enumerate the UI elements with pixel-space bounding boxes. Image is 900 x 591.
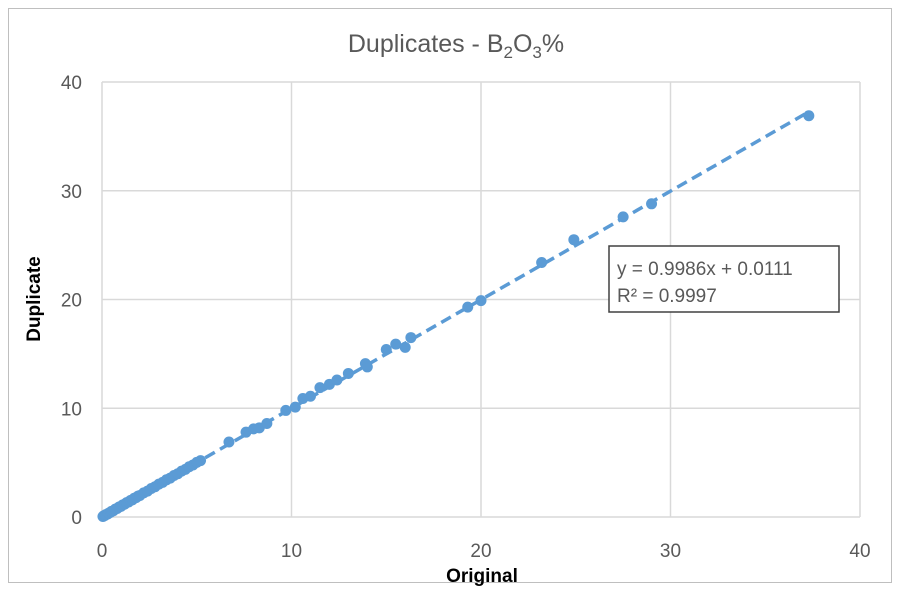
trendline-layer <box>101 110 810 519</box>
data-point <box>280 404 292 416</box>
y-tick-label: 10 <box>61 399 82 420</box>
data-points <box>97 110 815 522</box>
data-point <box>568 234 580 246</box>
data-point <box>390 338 402 350</box>
x-tick-label: 10 <box>281 541 302 562</box>
y-axis-label: Duplicate <box>24 256 45 342</box>
x-axis-label: Original <box>446 566 518 587</box>
data-point <box>462 301 474 313</box>
data-point <box>361 361 373 373</box>
data-point <box>261 417 273 429</box>
x-tick-label: 0 <box>97 541 108 562</box>
trendline-equation-box: y = 0.9986x + 0.0111 R² = 0.9997 <box>608 245 840 313</box>
trendline-equation: y = 0.9986x + 0.0111 <box>617 259 793 280</box>
x-tick-label: 40 <box>849 541 870 562</box>
tick-labels: 0 10 20 30 40 0 10 20 30 40 <box>61 73 871 562</box>
x-tick-label: 20 <box>470 541 491 562</box>
y-tick-label: 30 <box>61 182 82 203</box>
data-point <box>475 295 487 307</box>
data-point <box>803 110 815 122</box>
data-point <box>289 401 301 413</box>
data-point <box>314 382 326 394</box>
y-tick-label: 20 <box>61 291 82 312</box>
x-tick-label: 30 <box>660 541 681 562</box>
chart-title: Duplicates - B2O3% <box>348 30 564 62</box>
trendline-r-squared: R² = 0.9997 <box>617 286 717 307</box>
data-point <box>399 341 411 353</box>
trendline <box>101 110 810 519</box>
data-point <box>195 455 207 467</box>
data-point <box>304 390 316 402</box>
data-point <box>342 367 354 379</box>
data-point <box>405 332 417 344</box>
data-point <box>617 211 629 223</box>
data-point <box>331 374 343 386</box>
y-tick-label: 0 <box>71 508 82 529</box>
data-point <box>646 198 658 210</box>
data-point <box>536 257 548 269</box>
gridlines <box>101 81 861 518</box>
data-point <box>223 436 235 448</box>
y-tick-label: 40 <box>61 73 82 94</box>
data-point <box>380 344 392 356</box>
